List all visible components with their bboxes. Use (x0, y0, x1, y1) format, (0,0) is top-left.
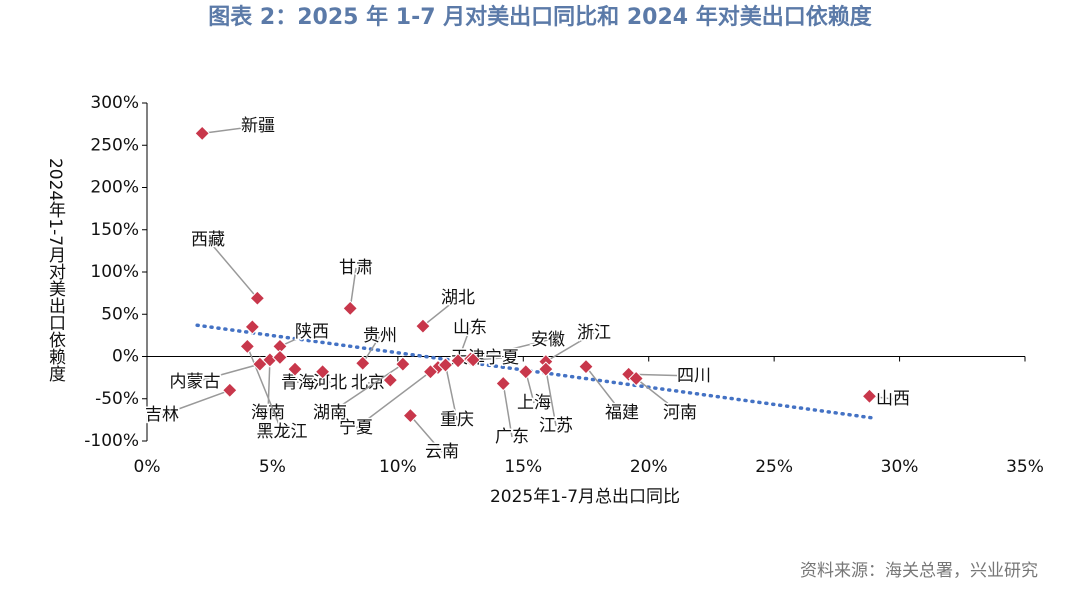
leader-line (246, 346, 283, 433)
point-label: 湖南 (313, 403, 347, 423)
leader-line (545, 369, 557, 427)
leader-line (585, 366, 623, 414)
point-label: 陕西 (295, 322, 329, 342)
y-tick-label: 300% (90, 93, 139, 113)
point-label: 上海 (517, 393, 551, 413)
point-label: 北京 (351, 373, 385, 393)
point (628, 370, 644, 387)
point-label: 新疆 (241, 116, 275, 136)
point-label: 河北 (313, 373, 347, 393)
point (272, 349, 288, 366)
point-label: 内蒙古 (170, 372, 221, 392)
point (578, 358, 594, 375)
point (249, 290, 266, 306)
x-tick-label: 35% (1006, 457, 1044, 477)
y-tick-label: -50% (95, 389, 139, 409)
leader-line (202, 125, 259, 135)
point-label: 宁夏 (485, 348, 519, 368)
point (465, 352, 481, 368)
leader-line (207, 239, 258, 299)
point-label: 宁夏 (339, 418, 373, 438)
leader-line (470, 339, 549, 360)
leader-line (502, 383, 513, 438)
point-label: 重庆 (440, 410, 474, 430)
point (342, 300, 358, 317)
y-tick-label: 150% (90, 220, 139, 240)
point (518, 363, 534, 380)
leader-line (545, 332, 595, 363)
y-tick-label: 0% (112, 347, 139, 367)
y-tick-label: 200% (90, 178, 139, 198)
point-label: 广东 (495, 427, 529, 447)
y-tick-label: 250% (90, 135, 139, 155)
x-tick-label: 20% (630, 457, 668, 477)
point-label: 吉林 (145, 405, 179, 425)
point (222, 382, 238, 399)
point (354, 355, 371, 372)
source: 资料来源：海关总署，兴业研究 (800, 561, 1038, 581)
x-tick-label: 5% (259, 457, 286, 477)
leader-line (355, 371, 431, 429)
point (287, 361, 303, 377)
point-label: 江苏 (539, 416, 573, 436)
leader-line (635, 377, 681, 414)
point-label: 贵州 (363, 326, 397, 346)
point-label: 福建 (605, 403, 639, 423)
x-tick-label: 25% (755, 457, 793, 477)
point-label: 山东 (453, 318, 487, 338)
point-label: 山西 (876, 389, 910, 409)
point (244, 319, 261, 335)
point (538, 361, 554, 377)
point (314, 363, 331, 380)
leader-line (444, 364, 458, 421)
point (415, 318, 431, 334)
leader-line (422, 297, 459, 327)
point (239, 338, 256, 355)
point (194, 125, 210, 142)
point-label: 西藏 (191, 230, 225, 250)
point-label: 河南 (663, 403, 697, 423)
point-label: 四川 (677, 366, 711, 386)
y-axis-label: 2024年1-7月对美出口依赖度 (45, 158, 66, 382)
leader-line (329, 363, 404, 414)
leader-line (161, 389, 231, 416)
point (395, 356, 411, 372)
y-tick-label: 100% (90, 262, 139, 282)
point (861, 388, 878, 404)
x-tick-label: 0% (134, 457, 161, 477)
x-tick-label: 10% (379, 457, 417, 477)
leader-line (409, 415, 443, 453)
point (402, 407, 419, 424)
y-tick-label: 50% (101, 304, 139, 324)
x-tick-label: 15% (504, 457, 542, 477)
point-label: 青海 (281, 373, 315, 393)
point-label: 黑龙江 (257, 422, 308, 442)
point (272, 338, 288, 355)
point-label: 湖北 (441, 288, 475, 308)
leader-line (194, 363, 261, 383)
point (422, 363, 439, 380)
point-label: 甘肃 (339, 258, 373, 278)
trendline (195, 323, 877, 420)
point (495, 375, 511, 392)
point-label: 浙江 (577, 323, 611, 343)
point (437, 357, 454, 373)
leader-line (267, 359, 271, 414)
x-tick-label: 30% (881, 457, 919, 477)
point-label: 安徽 (531, 330, 565, 350)
y-tick-label: -100% (84, 431, 139, 451)
x-axis-label: 2025年1-7月总出口同比 (490, 487, 680, 507)
point (382, 372, 399, 388)
point (450, 352, 466, 369)
chart-title: 图表 2：2025 年 1-7 月对美出口同比和 2024 年对美出口依赖度 (208, 4, 872, 30)
point-label: 海南 (251, 403, 285, 423)
point-label: 云南 (425, 442, 459, 462)
